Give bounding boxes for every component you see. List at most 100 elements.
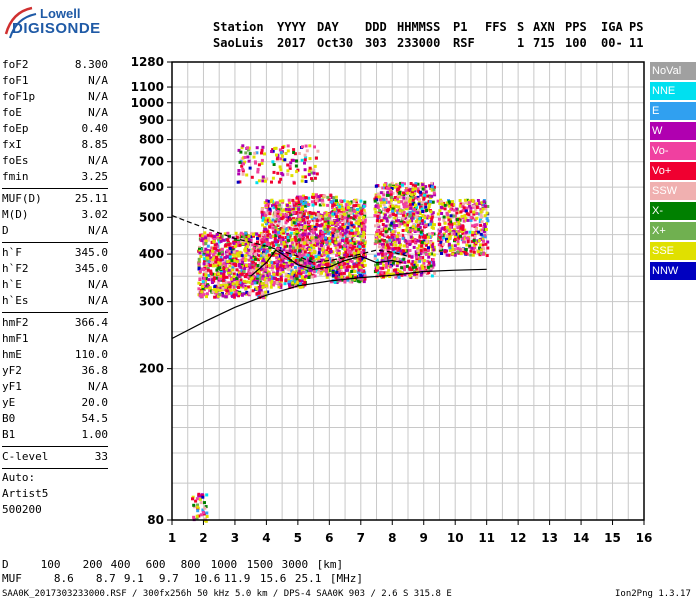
echo-point [486, 219, 490, 223]
echo-point [215, 291, 219, 295]
echo-point [244, 238, 248, 242]
echo-point [358, 265, 362, 269]
echo-point [268, 264, 272, 267]
echo-point [447, 233, 451, 237]
echo-point [262, 296, 266, 300]
echo-point [289, 233, 293, 237]
echo-point [240, 272, 244, 276]
echo-point [207, 236, 211, 240]
echo-point [361, 250, 365, 254]
echo-point [430, 188, 434, 192]
echo-point [277, 257, 281, 261]
echo-point [426, 233, 430, 237]
echo-point [349, 239, 353, 243]
echo-point [357, 241, 361, 245]
echo-point [200, 239, 204, 243]
echo-point [344, 203, 348, 207]
echo-point [314, 156, 318, 160]
echo-point [320, 258, 323, 262]
echo-point [353, 238, 357, 242]
echo-point [357, 271, 360, 275]
echo-point [308, 157, 312, 161]
echo-point [389, 246, 393, 250]
echo-point [328, 236, 332, 240]
echo-point [234, 290, 238, 294]
echo-point [328, 242, 332, 246]
header-value: 100 [565, 36, 587, 50]
echo-point [318, 267, 322, 271]
echo-point [288, 260, 292, 264]
x-tick-label: 8 [388, 531, 396, 545]
echo-point [205, 277, 208, 281]
echo-point [385, 193, 389, 197]
echo-point [240, 164, 244, 168]
echo-point [360, 224, 364, 228]
echo-point [204, 263, 208, 267]
echo-point [415, 275, 419, 279]
echo-point [252, 274, 256, 278]
echo-point [339, 212, 343, 216]
echo-point [475, 232, 478, 235]
echo-point [322, 245, 326, 249]
echo-point [317, 195, 321, 199]
echo-point [236, 273, 240, 277]
header-label: DAY [317, 20, 339, 34]
echo-point [300, 254, 304, 258]
echo-point [261, 246, 265, 250]
echo-point [397, 231, 400, 235]
echo-point [252, 251, 256, 255]
echo-point [409, 188, 413, 191]
echo-point [389, 223, 393, 227]
echo-point [279, 264, 283, 268]
echo-point [279, 177, 283, 181]
param-key: yF1 [2, 380, 22, 393]
echo-point [203, 231, 207, 235]
echo-point [459, 252, 463, 256]
y-tick-label: 500 [139, 210, 164, 224]
echo-point [358, 257, 362, 261]
echo-point [346, 278, 350, 282]
echo-point [362, 249, 366, 253]
echo-point [248, 266, 252, 270]
echo-point [277, 180, 281, 184]
echo-point [396, 211, 400, 215]
echo-point [420, 244, 424, 248]
echo-point [242, 292, 246, 296]
echo-point [428, 232, 432, 236]
header-label: P1 [453, 20, 468, 34]
echo-point [250, 175, 254, 179]
echo-point [440, 212, 444, 215]
echo-point [329, 194, 333, 198]
echo-point [209, 269, 213, 273]
echo-point [312, 240, 315, 244]
echo-point [278, 282, 282, 286]
echo-point [348, 256, 352, 260]
echo-point [391, 247, 395, 251]
echo-point [329, 280, 333, 284]
echo-point [475, 212, 479, 215]
echo-point [208, 232, 212, 236]
echo-point [361, 234, 365, 238]
echo-point [359, 277, 363, 281]
echo-point [282, 264, 286, 268]
echo-point [421, 256, 425, 260]
echo-point [260, 148, 264, 152]
echo-point [390, 233, 394, 237]
echo-point [278, 211, 282, 214]
echo-point [396, 274, 400, 278]
echo-point [343, 225, 347, 229]
echo-point [471, 233, 475, 237]
echo-point [263, 273, 267, 276]
echo-point [303, 175, 307, 179]
separator [2, 242, 108, 243]
echo-point [223, 258, 227, 262]
echo-point [309, 254, 313, 258]
echo-point [456, 226, 460, 230]
echo-point [385, 240, 389, 244]
profile-line [171, 268, 487, 340]
echo-point [316, 239, 320, 243]
echo-point [312, 217, 316, 221]
param-value: N/A [88, 154, 108, 167]
echo-point [363, 277, 367, 281]
param-row: h`E N/A [2, 277, 108, 293]
